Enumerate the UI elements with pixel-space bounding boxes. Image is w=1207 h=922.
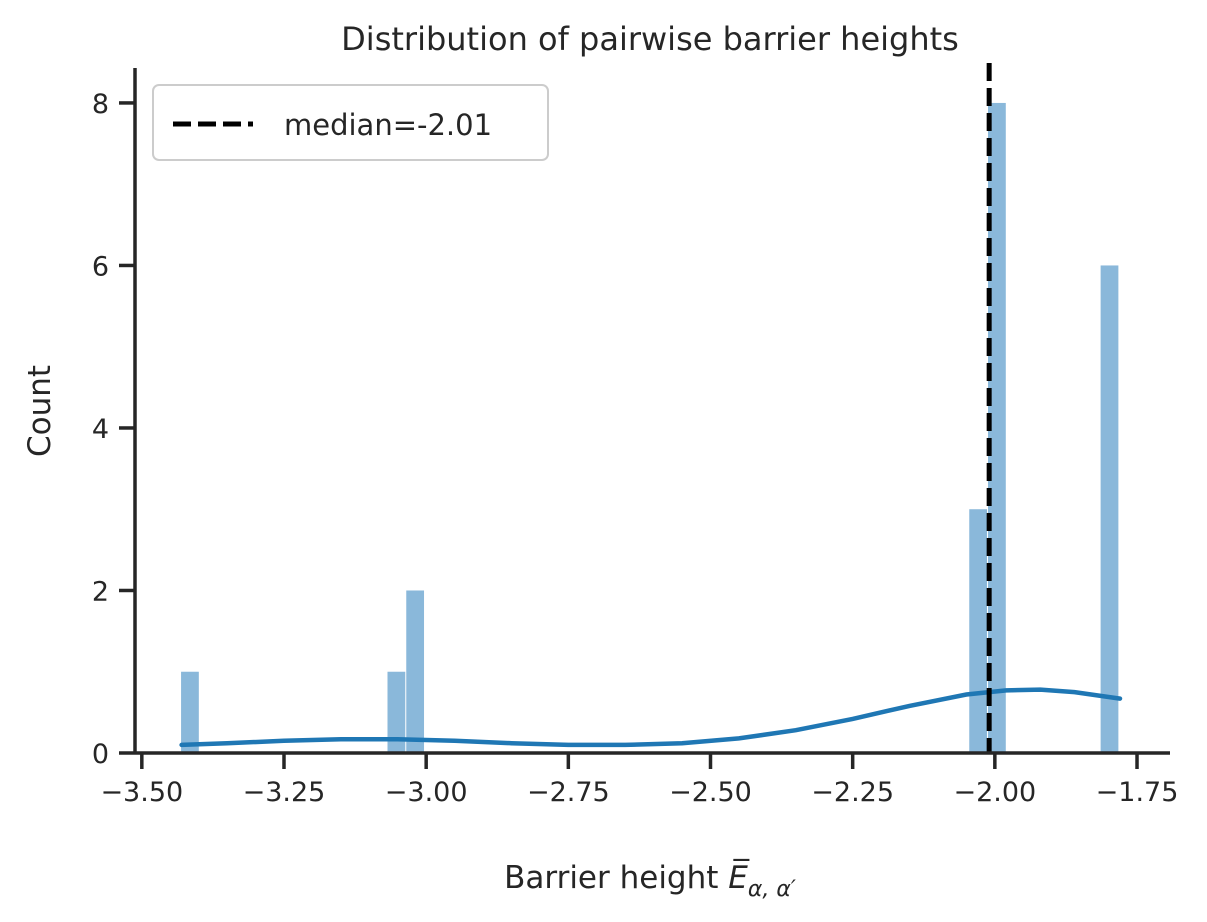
y-tick-label: 4 bbox=[92, 414, 109, 445]
x-tick: −2.25 bbox=[811, 753, 894, 808]
x-tick: −3.25 bbox=[243, 753, 326, 808]
x-tick: −3.00 bbox=[385, 753, 468, 808]
y-tick: 8 bbox=[92, 89, 135, 120]
x-tick-label: −1.75 bbox=[1096, 777, 1179, 808]
x-axis-label-subscript: α, α′ bbox=[748, 877, 796, 902]
histogram-bar bbox=[988, 102, 1006, 754]
x-tick-label: −2.25 bbox=[811, 777, 894, 808]
histogram-bar bbox=[1100, 265, 1119, 753]
y-tick-label: 6 bbox=[92, 251, 109, 282]
y-tick-label: 8 bbox=[92, 89, 109, 120]
y-tick: 4 bbox=[92, 414, 135, 445]
y-tick: 2 bbox=[92, 576, 135, 607]
x-tick: −2.75 bbox=[527, 753, 610, 808]
y-tick-label: 0 bbox=[92, 739, 109, 770]
histogram-bar bbox=[406, 590, 425, 753]
x-tick: −3.50 bbox=[100, 753, 183, 808]
x-axis-label: Barrier height E̅α, α′ bbox=[504, 858, 796, 902]
x-tick-label: −3.00 bbox=[385, 777, 468, 808]
y-axis-label: Count bbox=[22, 365, 58, 457]
x-axis-label-text: Barrier height bbox=[504, 860, 718, 896]
x-tick: −1.75 bbox=[1096, 753, 1179, 808]
x-tick-label: −2.50 bbox=[669, 777, 752, 808]
histogram-bar bbox=[387, 671, 406, 753]
y-tick-label: 2 bbox=[92, 576, 109, 607]
x-tick-label: −2.75 bbox=[527, 777, 610, 808]
kde-curve bbox=[179, 687, 1123, 748]
legend-box bbox=[152, 84, 549, 161]
x-tick-label: −2.00 bbox=[953, 777, 1036, 808]
legend: median=-2.01 bbox=[152, 84, 549, 161]
y-tick: 0 bbox=[92, 739, 135, 770]
x-tick: −2.50 bbox=[669, 753, 752, 808]
histogram-bar bbox=[969, 509, 988, 753]
x-tick-label: −3.50 bbox=[100, 777, 183, 808]
x-tick: −2.00 bbox=[953, 753, 1036, 808]
legend-median-label: median=-2.01 bbox=[284, 108, 492, 142]
chart-title: Distribution of pairwise barrier heights bbox=[341, 20, 959, 58]
x-axis-label-symbol: E̅ bbox=[728, 858, 750, 896]
x-tick-label: −3.25 bbox=[243, 777, 326, 808]
histogram-bar bbox=[181, 671, 199, 753]
y-tick: 6 bbox=[92, 251, 135, 282]
